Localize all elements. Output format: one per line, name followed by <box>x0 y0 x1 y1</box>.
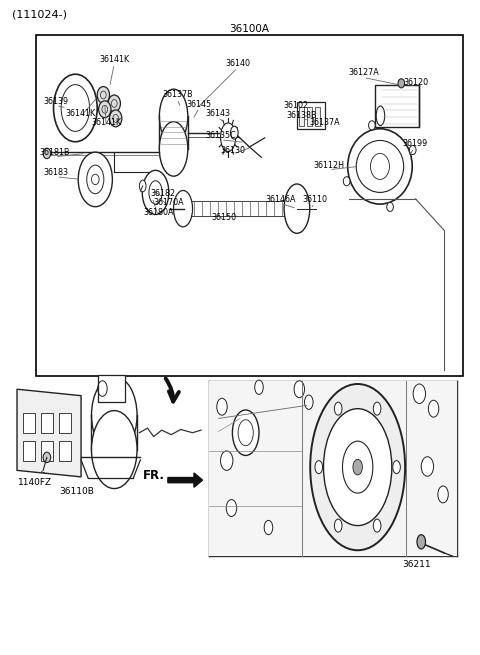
Ellipse shape <box>92 376 137 454</box>
Bar <box>23 413 35 433</box>
Ellipse shape <box>315 460 323 474</box>
Text: 36146A: 36146A <box>265 195 296 204</box>
Text: 36137B: 36137B <box>162 90 192 100</box>
Text: 36145: 36145 <box>187 100 212 109</box>
Text: 36139: 36139 <box>43 97 69 106</box>
Text: 36110B: 36110B <box>59 487 94 496</box>
Ellipse shape <box>43 452 51 462</box>
Ellipse shape <box>387 202 394 212</box>
Ellipse shape <box>159 89 188 143</box>
Ellipse shape <box>294 381 304 398</box>
Ellipse shape <box>353 459 362 475</box>
Ellipse shape <box>393 460 400 474</box>
Ellipse shape <box>348 129 412 204</box>
Ellipse shape <box>217 398 227 415</box>
Ellipse shape <box>409 145 416 155</box>
Text: 36141K: 36141K <box>65 109 95 118</box>
Text: 36182: 36182 <box>151 189 176 198</box>
Ellipse shape <box>159 122 188 176</box>
Text: 36112H: 36112H <box>314 161 345 170</box>
Ellipse shape <box>428 400 439 417</box>
Text: 36127A: 36127A <box>348 68 379 77</box>
Bar <box>315 107 320 126</box>
Text: 36150: 36150 <box>211 213 237 221</box>
Bar <box>41 441 53 460</box>
Bar <box>97 375 125 402</box>
Ellipse shape <box>139 180 146 192</box>
Bar <box>59 441 71 460</box>
FancyArrow shape <box>168 473 203 487</box>
Bar <box>307 107 312 126</box>
Text: 36110: 36110 <box>302 195 327 204</box>
Text: 36138B: 36138B <box>287 111 317 121</box>
Ellipse shape <box>421 457 433 476</box>
Ellipse shape <box>92 411 137 489</box>
Text: (111024-): (111024-) <box>12 9 67 19</box>
Text: 36170A: 36170A <box>154 198 184 207</box>
Ellipse shape <box>226 500 237 517</box>
Text: 36199: 36199 <box>402 140 427 148</box>
Ellipse shape <box>109 110 122 127</box>
Bar <box>300 107 304 126</box>
Ellipse shape <box>369 121 375 130</box>
Text: 36140: 36140 <box>225 59 250 67</box>
Ellipse shape <box>438 486 448 503</box>
Ellipse shape <box>335 402 342 415</box>
Ellipse shape <box>335 519 342 532</box>
Ellipse shape <box>54 74 97 141</box>
Ellipse shape <box>413 384 425 403</box>
Ellipse shape <box>324 409 392 525</box>
Bar <box>297 102 325 130</box>
Ellipse shape <box>343 177 350 186</box>
Text: 36181B: 36181B <box>40 148 70 157</box>
Ellipse shape <box>373 402 381 415</box>
Text: FR.: FR. <box>143 469 165 482</box>
Bar <box>209 381 457 556</box>
Ellipse shape <box>310 384 405 550</box>
Ellipse shape <box>220 123 236 151</box>
Ellipse shape <box>174 191 192 227</box>
Text: 36183: 36183 <box>44 168 69 178</box>
Ellipse shape <box>232 410 259 455</box>
Ellipse shape <box>230 126 238 139</box>
Text: 36102: 36102 <box>283 101 309 110</box>
Bar <box>59 413 71 433</box>
Ellipse shape <box>342 441 373 493</box>
Bar <box>36 35 463 376</box>
Ellipse shape <box>78 152 112 207</box>
Text: 36137A: 36137A <box>309 119 340 128</box>
Bar <box>41 413 53 433</box>
Ellipse shape <box>373 519 381 532</box>
Text: 36143: 36143 <box>205 109 230 118</box>
Ellipse shape <box>98 101 111 118</box>
Text: 36130: 36130 <box>221 145 246 155</box>
Polygon shape <box>17 389 81 477</box>
Text: 36211: 36211 <box>402 560 431 569</box>
Text: 36141K: 36141K <box>91 119 121 128</box>
Text: 36120: 36120 <box>403 77 428 86</box>
Text: 36141K: 36141K <box>99 56 129 64</box>
Ellipse shape <box>108 95 120 112</box>
Text: 36100A: 36100A <box>229 24 269 33</box>
Ellipse shape <box>304 395 313 409</box>
Ellipse shape <box>142 170 169 214</box>
Ellipse shape <box>97 86 109 103</box>
Ellipse shape <box>255 380 263 394</box>
Ellipse shape <box>417 534 425 549</box>
Bar <box>23 441 35 460</box>
Bar <box>375 85 419 128</box>
Ellipse shape <box>284 184 310 233</box>
Ellipse shape <box>264 520 273 534</box>
Text: 36135C: 36135C <box>205 132 236 140</box>
Ellipse shape <box>220 451 233 470</box>
Ellipse shape <box>398 79 405 88</box>
Text: 1140FZ: 1140FZ <box>18 478 52 487</box>
Text: 36180A: 36180A <box>143 208 174 217</box>
Ellipse shape <box>43 148 51 159</box>
